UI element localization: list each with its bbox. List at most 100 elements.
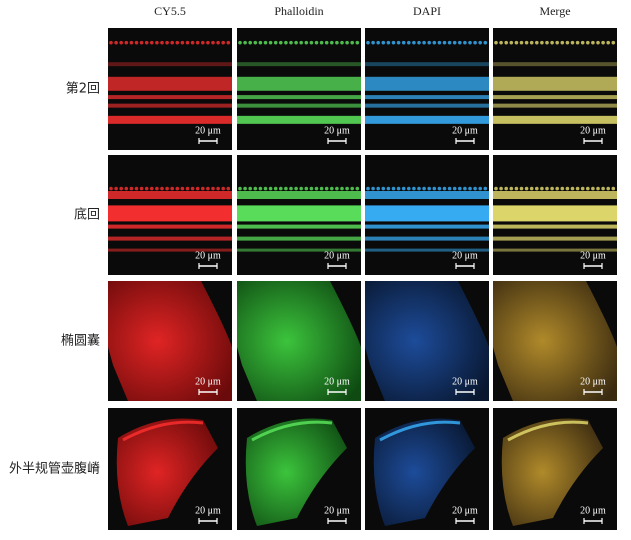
cell-dot xyxy=(371,40,375,45)
tissue-band xyxy=(237,205,361,222)
tissue-edge xyxy=(507,420,589,442)
tissue-band xyxy=(365,62,489,67)
cell-dot xyxy=(396,40,401,45)
cell-dot xyxy=(529,40,534,45)
cell-dot xyxy=(243,186,247,191)
cell-dot xyxy=(263,40,268,45)
cell-dot xyxy=(376,186,381,191)
tissue-region xyxy=(493,281,617,401)
tissue-band xyxy=(493,95,617,100)
cell-dot xyxy=(407,186,411,191)
cell-dot xyxy=(417,186,421,191)
cell-dot xyxy=(144,186,149,191)
cell-dot xyxy=(606,186,610,191)
cell-dot xyxy=(535,186,539,191)
cell-dot xyxy=(355,40,360,45)
cell-dot xyxy=(447,186,452,191)
cell-dot xyxy=(591,186,595,191)
cell-dot xyxy=(289,186,293,191)
scale-label: 20 μm xyxy=(195,125,221,136)
cell-dot xyxy=(422,40,426,45)
row-label: 外半规管壶腹嵴 xyxy=(9,461,100,477)
cell-dot xyxy=(304,40,309,45)
cell-dot xyxy=(437,40,442,45)
cell-dot xyxy=(201,40,205,45)
cell-dot xyxy=(124,186,129,191)
cell-dot xyxy=(279,40,283,45)
cell-dot xyxy=(463,186,467,191)
cell-dot xyxy=(391,40,396,45)
cell-dot xyxy=(458,186,462,191)
cell-dot xyxy=(238,186,242,191)
tissue-band xyxy=(108,224,232,229)
row-label: 底回 xyxy=(74,207,100,223)
tissue-band xyxy=(237,62,361,67)
scale-label: 20 μm xyxy=(580,125,606,136)
cell-dot xyxy=(330,186,334,191)
micrograph-panel: 20 μm xyxy=(365,408,489,530)
cell-dot xyxy=(330,40,334,45)
cell-dot xyxy=(165,40,169,45)
cell-dot xyxy=(289,40,293,45)
cell-dot xyxy=(499,186,503,191)
cell-dot xyxy=(155,40,159,45)
tissue-band xyxy=(108,103,232,108)
cell-dot xyxy=(119,186,123,191)
tissue-region xyxy=(237,281,361,401)
tissue-edge xyxy=(122,420,204,442)
cell-dot xyxy=(185,186,190,191)
scale-label: 20 μm xyxy=(195,505,221,516)
cell-dot xyxy=(350,186,355,191)
cell-dot xyxy=(524,40,529,45)
cell-dot xyxy=(401,40,406,45)
micrograph-panel: 20 μm xyxy=(365,28,489,150)
cell-dot xyxy=(144,40,149,45)
cell-dot xyxy=(545,186,549,191)
cell-dot xyxy=(458,40,462,45)
cell-dot xyxy=(355,186,360,191)
cell-dot xyxy=(294,186,298,191)
tissue-region xyxy=(365,281,489,401)
cell-dot xyxy=(555,186,559,191)
scale-label: 20 μm xyxy=(452,376,478,387)
cell-dot xyxy=(319,40,324,45)
cell-dot xyxy=(401,186,406,191)
cell-dot xyxy=(139,40,144,45)
tissue-band xyxy=(365,191,489,199)
cell-dot xyxy=(535,40,539,45)
cell-dot xyxy=(253,186,258,191)
cell-dot xyxy=(258,186,263,191)
tissue-band xyxy=(493,248,617,252)
micrograph-panel: 20 μm xyxy=(108,408,232,530)
cell-dot xyxy=(473,40,477,45)
cell-dot xyxy=(504,40,509,45)
tissue-region xyxy=(245,418,347,526)
cell-dot xyxy=(314,40,319,45)
tissue-band xyxy=(493,115,617,124)
cell-dot xyxy=(238,40,242,45)
cell-dot xyxy=(483,186,488,191)
cell-dot xyxy=(335,186,339,191)
cell-dot xyxy=(263,186,268,191)
scale-label: 20 μm xyxy=(580,505,606,516)
cell-dot xyxy=(340,40,344,45)
cell-dot xyxy=(324,186,329,191)
cell-dot xyxy=(211,40,215,45)
micrograph-panel: 20 μm xyxy=(493,28,617,150)
cell-dot xyxy=(483,40,488,45)
tissue-band xyxy=(108,115,232,124)
tissue-band xyxy=(237,224,361,229)
cell-dot xyxy=(299,186,304,191)
cell-dot xyxy=(575,186,580,191)
cell-dot xyxy=(432,40,437,45)
cell-dot xyxy=(195,40,200,45)
cell-dot xyxy=(340,186,344,191)
cell-dot xyxy=(601,186,605,191)
cell-dot xyxy=(345,186,349,191)
cell-dot xyxy=(129,40,134,45)
cell-dot xyxy=(514,186,519,191)
cell-dot xyxy=(437,186,442,191)
cell-dot xyxy=(514,40,519,45)
cell-dot xyxy=(442,40,447,45)
tissue-band xyxy=(237,236,361,241)
